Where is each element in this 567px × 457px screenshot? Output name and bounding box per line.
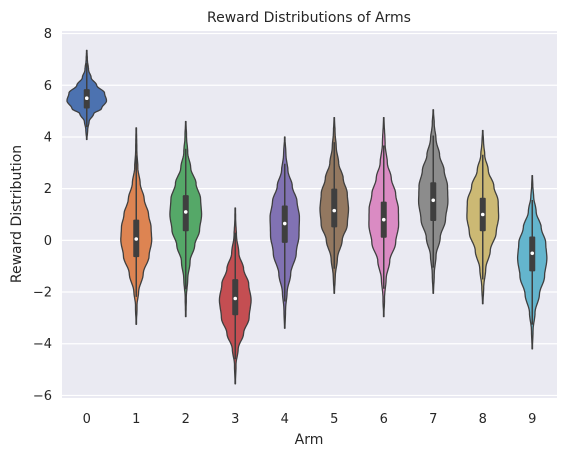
median-point-0	[84, 96, 89, 100]
violin-arm-1	[120, 127, 153, 325]
y-axis-label: Reward Distribution	[9, 145, 25, 283]
x-tick-3: 3	[231, 412, 239, 427]
iqr-box-5	[331, 188, 338, 228]
x-tick-0: 0	[83, 412, 91, 427]
violin-arm-9	[516, 175, 548, 350]
x-tick-5: 5	[330, 412, 338, 427]
x-tick-8: 8	[479, 412, 487, 427]
y-tick-0: −6	[33, 389, 52, 404]
violin-arm-6	[368, 116, 400, 318]
y-tick-2: −2	[33, 286, 52, 301]
violin-arm-3	[218, 207, 252, 385]
median-point-6	[381, 217, 386, 222]
y-tick-labels: −6 −4 −2 0 2 4 6 8	[33, 27, 52, 404]
violin-arm-8	[466, 129, 500, 305]
violins	[66, 49, 548, 385]
x-tick-6: 6	[380, 412, 388, 427]
x-tick-2: 2	[182, 412, 190, 427]
y-tick-3: 0	[44, 234, 52, 249]
median-point-3	[233, 296, 238, 301]
median-point-8	[480, 212, 485, 217]
y-tick-6: 6	[44, 79, 52, 94]
x-tick-labels: 0 1 2 3 4 5 6 7 8 9	[83, 412, 537, 427]
violin-arm-2	[169, 120, 203, 318]
y-tick-1: −4	[33, 337, 52, 352]
median-point-9	[530, 251, 535, 256]
median-point-7	[431, 198, 436, 203]
x-axis-label: Arm	[295, 432, 324, 448]
violin-arm-4	[269, 136, 301, 329]
x-tick-7: 7	[429, 412, 437, 427]
violin-arm-0	[66, 49, 108, 141]
median-point-5	[332, 208, 337, 213]
y-tick-4: 2	[44, 182, 52, 197]
x-tick-4: 4	[281, 412, 289, 427]
violin-arm-5	[319, 116, 350, 294]
y-tick-7: 8	[44, 27, 52, 42]
chart-title: Reward Distributions of Arms	[207, 10, 411, 26]
violin-arm-7	[417, 109, 449, 294]
median-point-4	[282, 221, 287, 226]
x-tick-1: 1	[132, 412, 140, 427]
median-point-2	[183, 210, 188, 214]
y-tick-5: 4	[44, 130, 52, 145]
median-point-1	[134, 237, 139, 241]
x-tick-9: 9	[528, 412, 536, 427]
